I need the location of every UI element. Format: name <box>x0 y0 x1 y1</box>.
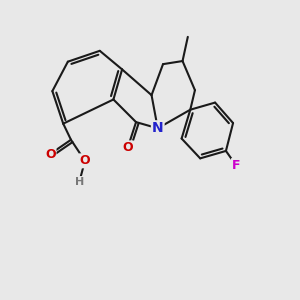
Text: O: O <box>45 148 56 160</box>
Text: F: F <box>232 159 240 172</box>
Text: O: O <box>122 141 133 154</box>
Text: N: N <box>152 121 164 135</box>
Text: H: H <box>75 177 84 187</box>
Text: O: O <box>80 154 90 167</box>
